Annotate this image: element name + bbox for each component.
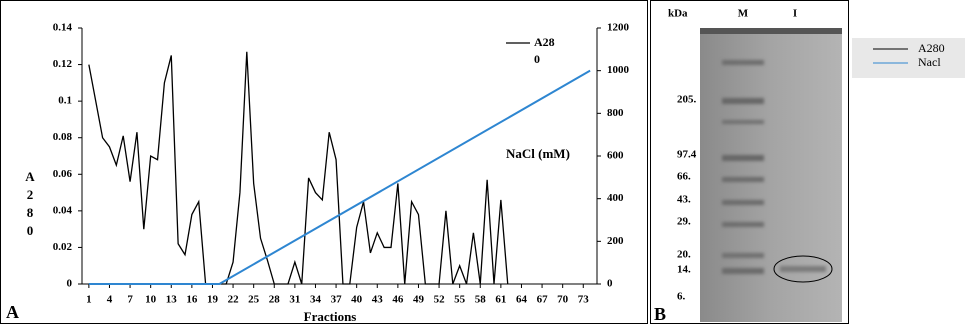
- x-tick-label: 46: [392, 294, 404, 306]
- marker-label: 20.: [677, 249, 691, 261]
- gel-well: [700, 28, 842, 34]
- marker-label: 66.: [677, 171, 691, 183]
- legend-box: [852, 38, 965, 78]
- unit-label: kDa: [668, 8, 688, 20]
- x-tick-label: 25: [248, 294, 260, 306]
- y2-tick-label: 0: [607, 278, 613, 290]
- x-axis-label: Fractions: [304, 309, 357, 324]
- y2-tick-label: 1000: [607, 64, 630, 76]
- figure: A Fractions NaCl (mM) kDa M I B 0 0.02 0.0…: [0, 0, 966, 324]
- marker-label: 205.: [677, 94, 697, 106]
- page: {"chart_data": {"type": "line", "xlabel"…: [0, 0, 966, 324]
- x-tick-label: 10: [145, 294, 157, 306]
- x-tick-label: 70: [557, 294, 569, 306]
- x-tick-label: 43: [372, 294, 384, 306]
- x-tick-label: 37: [331, 294, 343, 306]
- x-tick-label: 7: [127, 294, 133, 306]
- x-tick-label: 4: [107, 294, 113, 306]
- x-tick-label: 22: [228, 294, 240, 306]
- y-tick-label: 0.02: [53, 241, 73, 253]
- marker-label: 14.: [677, 264, 691, 276]
- y2-tick-label: 600: [607, 150, 624, 162]
- x-tick-label: 40: [351, 294, 363, 306]
- x-tick-label: 31: [289, 294, 300, 306]
- x-tick-label: 49: [413, 294, 425, 306]
- lane-label: M: [738, 8, 749, 20]
- x-tick-label: 16: [186, 294, 198, 306]
- marker-label: 6.: [677, 291, 686, 303]
- x-tick-label: 64: [516, 294, 528, 306]
- x-tick-label: 19: [207, 294, 219, 306]
- marker-label: 97.4: [677, 149, 697, 161]
- legend-label: A280: [534, 34, 556, 68]
- marker-label: 29.: [677, 216, 691, 228]
- legend-label: Nacl: [918, 55, 941, 69]
- x-tick-label: 28: [269, 294, 281, 306]
- y-axis-label: A280: [24, 168, 36, 240]
- y2-tick-label: 800: [607, 107, 624, 119]
- y-tick-label: 0.04: [53, 204, 73, 216]
- x-tick-label: 1: [86, 294, 92, 306]
- x-tick-label: 61: [495, 294, 506, 306]
- x-tick-label: 67: [537, 294, 549, 306]
- y2-axis-label: NaCl (mM): [506, 146, 570, 161]
- data-line: [89, 71, 590, 284]
- gel-image: [700, 28, 842, 322]
- y-tick-label: 0.12: [53, 58, 73, 70]
- x-tick-label: 58: [475, 294, 487, 306]
- y-tick-label: 0: [67, 278, 73, 290]
- y-tick-label: 0.06: [53, 168, 73, 180]
- panel-label: B: [654, 304, 666, 324]
- x-tick-label: 73: [578, 294, 590, 306]
- data-line: [89, 52, 508, 284]
- marker-label: 43.: [677, 194, 691, 206]
- y2-tick-label: 200: [607, 235, 624, 247]
- x-tick-label: 52: [434, 294, 446, 306]
- y2-tick-label: 1200: [607, 22, 630, 34]
- lane-label: I: [793, 8, 797, 20]
- x-tick-label: 13: [166, 294, 178, 306]
- y2-tick-label: 400: [607, 192, 624, 204]
- y-tick-label: 0.14: [53, 22, 73, 34]
- x-tick-label: 34: [310, 294, 322, 306]
- legend-label: A280: [918, 41, 945, 55]
- panel-label: A: [6, 302, 19, 322]
- x-tick-label: 55: [454, 294, 466, 306]
- y-tick-label: 0.1: [58, 95, 72, 107]
- y-tick-label: 0.08: [53, 131, 73, 143]
